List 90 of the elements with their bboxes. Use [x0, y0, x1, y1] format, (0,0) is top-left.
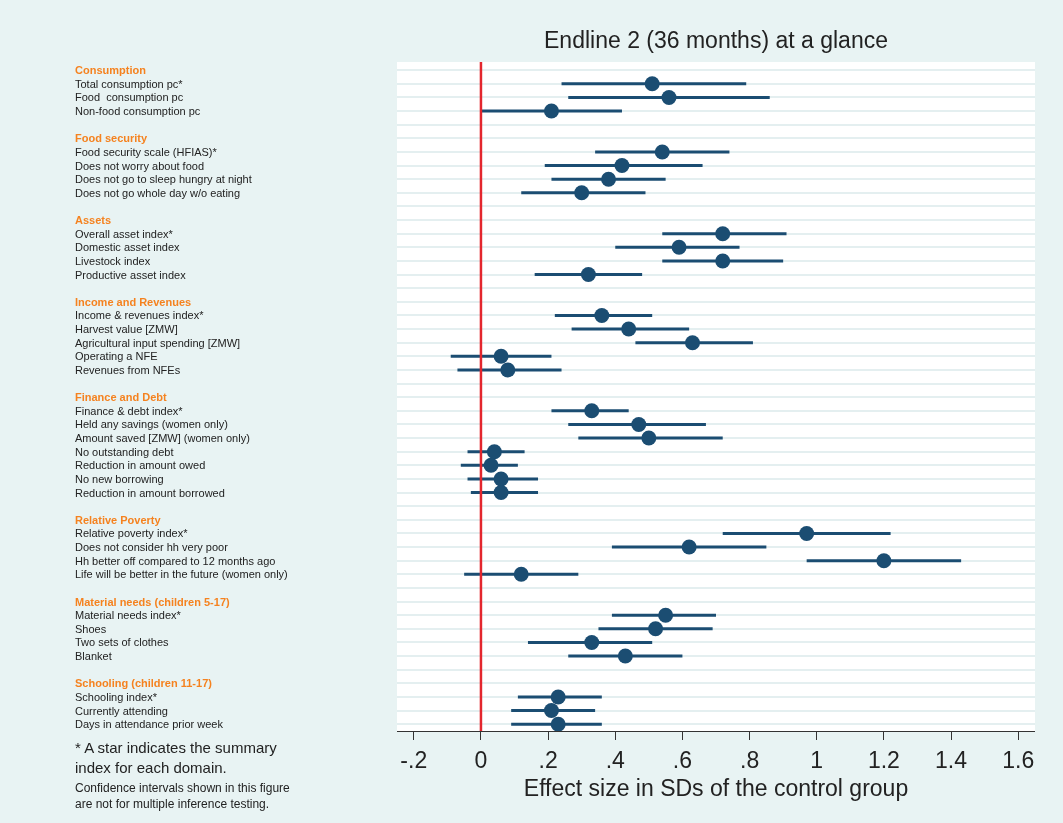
y-tick-label: Schooling index* [75, 691, 158, 703]
point [543, 103, 559, 119]
point [584, 403, 600, 419]
text: * A star indicates the summary index for each domain. [75, 739, 278, 776]
y-tick-label: Food security scale (HFIAS)* [75, 146, 218, 158]
y-tick-label: Does not consider hh very poor [75, 541, 229, 553]
x-tick-label: 1.6 [1002, 746, 1035, 773]
y-tick-label: Days in attendance prior week [75, 718, 224, 730]
point [658, 607, 674, 623]
y-tick-label: Finance and Debt [75, 391, 168, 403]
point [543, 703, 559, 719]
point [493, 471, 509, 487]
x-tick-label: 1.2 [867, 746, 900, 773]
y-tick-label: Total consumption pc* [75, 78, 184, 90]
y-tick-label: Relative poverty index* [75, 527, 189, 539]
point [621, 321, 637, 337]
y-tick-label: Relative Poverty [75, 514, 162, 526]
y-tick-label: Reduction in amount borrowed [75, 487, 225, 499]
y-tick-label: Currently attending [75, 705, 168, 717]
y-tick-label: Shoes [75, 623, 107, 635]
y-tick-label: Food consumption pc [75, 91, 184, 103]
y-tick-label: No outstanding debt [75, 446, 174, 458]
x-tick-label: 1.4 [935, 746, 968, 773]
point [493, 485, 509, 501]
point [493, 348, 509, 364]
point [601, 171, 617, 187]
y-tick-label: Income & revenues index* [75, 309, 205, 321]
point [644, 76, 660, 92]
point [654, 144, 670, 160]
y-tick-label: Schooling (children 11-17) [75, 677, 213, 689]
y-tick-label: Operating a NFE [75, 350, 158, 362]
y-tick-label: Held any savings (women only) [75, 418, 228, 430]
y-tick-label: No new borrowing [75, 473, 164, 485]
y-tick-label: Consumption [75, 64, 147, 76]
y-tick-label: Domestic asset index [75, 241, 181, 253]
y-tick-label: Overall asset index* [75, 228, 174, 240]
y-tick-label: Non-food consumption pc [75, 105, 201, 117]
y-tick-label: Two sets of clothes [75, 636, 170, 648]
y-tick-label: Finance & debt index* [75, 405, 184, 417]
y-tick-label: Material needs (children 5-17) [75, 596, 230, 608]
point [876, 553, 892, 569]
x-tick-label: 0 [474, 746, 488, 773]
y-tick-label: Does not go whole day w/o eating [75, 187, 241, 199]
y-tick-label: Hh better off compared to 12 months ago [75, 555, 276, 567]
point [584, 634, 600, 650]
point [715, 226, 731, 242]
y-tick-label: Food security [75, 132, 149, 144]
x-tick-label: .8 [739, 746, 760, 773]
y-tick-label: Does not go to sleep hungry at night [75, 173, 252, 185]
point [486, 444, 502, 460]
y-tick-label: Assets [75, 214, 112, 226]
y-tick-label: Blanket [75, 650, 112, 662]
point [550, 689, 566, 705]
point [641, 430, 657, 446]
x-axis-title: Effect size in SDs of the control group [523, 775, 909, 802]
point [648, 621, 664, 637]
x-tick-label: .2 [538, 746, 558, 773]
y-tick-label: Life will be better in the future (women only) [75, 568, 288, 580]
y-tick-label: Does not worry about food [75, 160, 205, 172]
chart-title: Endline 2 (36 months) at a glance [544, 27, 888, 54]
text: Confidence intervals shown in this figure are not for multiple inference testing. [75, 781, 291, 811]
y-tick-label: Reduction in amount owed [75, 459, 206, 471]
point [513, 566, 529, 582]
point [661, 89, 677, 105]
y-tick-label: Revenues from NFEs [75, 364, 181, 376]
point [580, 267, 596, 283]
y-tick-label: Material needs index* [75, 609, 182, 621]
y-tick-label: Agricultural input spending [ZMW] [75, 337, 241, 349]
point [594, 307, 610, 323]
point [550, 716, 566, 731]
point [715, 253, 731, 269]
y-tick-label: Harvest value [ZMW] [75, 323, 178, 335]
point [685, 335, 700, 351]
point [799, 525, 815, 541]
y-tick-label: Productive asset index [75, 269, 187, 281]
point [681, 539, 697, 555]
y-tick-label: Amount saved [ZMW] (women only) [75, 432, 250, 444]
point [574, 185, 590, 201]
x-tick-label: .6 [672, 746, 693, 773]
x-tick-label: .4 [605, 746, 626, 773]
point [671, 239, 687, 255]
point [614, 158, 630, 174]
point [483, 457, 499, 473]
y-tick-label: Livestock index [75, 255, 151, 267]
x-tick-label: -.2 [400, 746, 428, 773]
point [631, 416, 647, 432]
y-tick-label: Income and Revenues [75, 296, 192, 308]
point [617, 648, 633, 664]
point [500, 362, 516, 378]
x-tick-label: 1 [810, 746, 824, 773]
